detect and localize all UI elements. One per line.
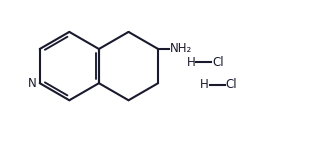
Text: Cl: Cl	[212, 56, 224, 69]
Text: N: N	[28, 77, 37, 90]
Text: H: H	[200, 78, 209, 91]
Text: NH₂: NH₂	[170, 42, 192, 56]
Text: Cl: Cl	[225, 78, 237, 91]
Text: H: H	[187, 56, 196, 69]
